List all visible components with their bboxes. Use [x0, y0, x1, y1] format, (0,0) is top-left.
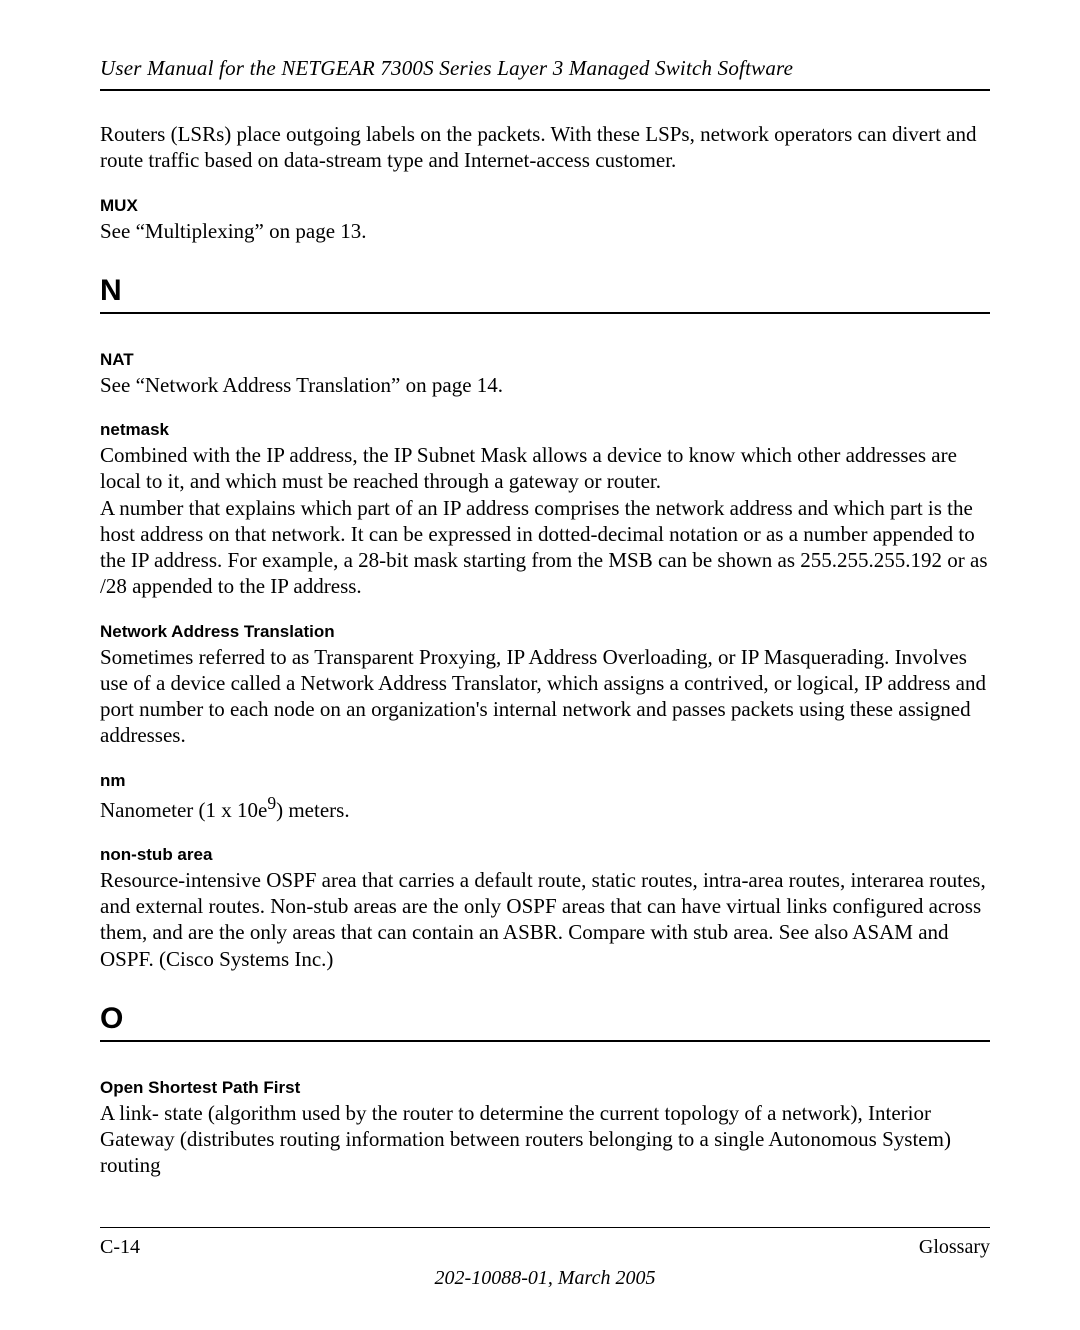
- def-netmask-2: A number that explains which part of an …: [100, 495, 990, 600]
- footer-row: C-14 Glossary: [100, 1236, 990, 1259]
- def-ospf: A link- state (algorithm used by the rou…: [100, 1100, 990, 1179]
- def-nm-sup: 9: [267, 793, 276, 813]
- footer-rule: [100, 1227, 990, 1228]
- term-netmask: netmask: [100, 420, 990, 440]
- def-nm: Nanometer (1 x 10e9) meters.: [100, 793, 990, 823]
- def-nonstub: Resource-intensive OSPF area that carrie…: [100, 867, 990, 972]
- footer-section: Glossary: [919, 1236, 990, 1259]
- def-nat: See “Network Address Translation” on pag…: [100, 372, 990, 398]
- section-letter-o: O: [100, 1002, 990, 1036]
- intro-paragraph: Routers (LSRs) place outgoing labels on …: [100, 121, 990, 174]
- section-letter-n: N: [100, 274, 990, 308]
- running-head: User Manual for the NETGEAR 7300S Series…: [100, 56, 990, 89]
- def-nm-after: ) meters.: [276, 798, 349, 822]
- footer: C-14 Glossary 202-10088-01, March 2005: [100, 1227, 990, 1290]
- entry-netmask: netmask Combined with the IP address, th…: [100, 420, 990, 600]
- def-netmask-1: Combined with the IP address, the IP Sub…: [100, 442, 990, 495]
- header-rule: [100, 89, 990, 91]
- entry-mux: MUX See “Multiplexing” on page 13.: [100, 196, 990, 244]
- entry-ospf: Open Shortest Path First A link- state (…: [100, 1078, 990, 1179]
- term-nat: NAT: [100, 350, 990, 370]
- entry-nonstub: non-stub area Resource-intensive OSPF ar…: [100, 845, 990, 972]
- entry-nat: NAT See “Network Address Translation” on…: [100, 350, 990, 398]
- def-nat-full: Sometimes referred to as Transparent Pro…: [100, 644, 990, 749]
- page: User Manual for the NETGEAR 7300S Series…: [0, 0, 1080, 1330]
- term-nonstub: non-stub area: [100, 845, 990, 865]
- term-mux: MUX: [100, 196, 990, 216]
- section-rule-o: [100, 1040, 990, 1042]
- entry-nm: nm Nanometer (1 x 10e9) meters.: [100, 771, 990, 823]
- section-rule-n: [100, 312, 990, 314]
- def-nm-before: Nanometer (1 x 10e: [100, 798, 267, 822]
- def-mux: See “Multiplexing” on page 13.: [100, 218, 990, 244]
- entry-nat-full: Network Address Translation Sometimes re…: [100, 622, 990, 749]
- term-nat-full: Network Address Translation: [100, 622, 990, 642]
- term-ospf: Open Shortest Path First: [100, 1078, 990, 1098]
- footer-doc-id: 202-10088-01, March 2005: [100, 1267, 990, 1290]
- term-nm: nm: [100, 771, 990, 791]
- footer-page-num: C-14: [100, 1236, 140, 1259]
